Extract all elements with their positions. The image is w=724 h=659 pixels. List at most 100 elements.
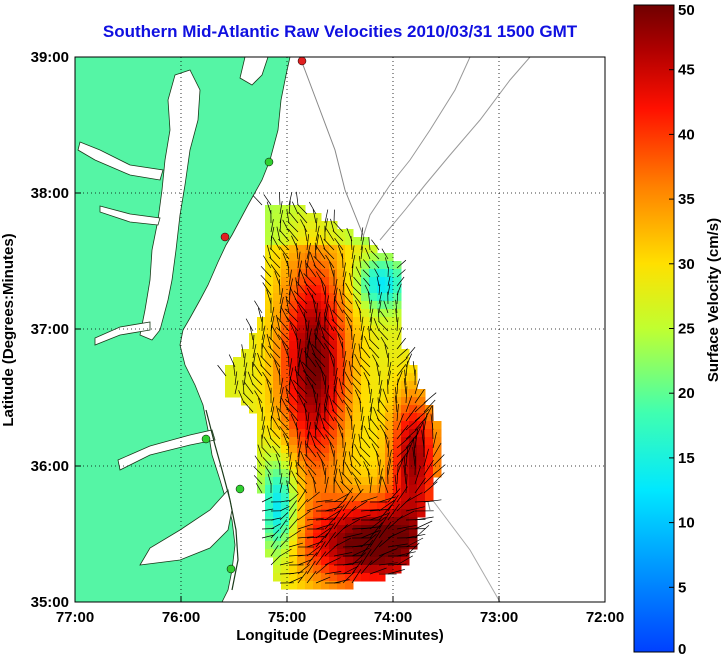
velocity-cell	[385, 413, 394, 422]
velocity-cell	[345, 429, 354, 438]
velocity-vector	[270, 545, 279, 557]
velocity-vector	[360, 325, 365, 341]
velocity-vector	[351, 543, 372, 548]
velocity-vector	[368, 428, 380, 440]
velocity-cell	[289, 229, 298, 238]
velocity-vector	[277, 334, 290, 350]
velocity-vector	[334, 237, 344, 251]
velocity-cell	[337, 365, 346, 374]
velocity-vector	[405, 361, 408, 377]
velocity-vector	[311, 294, 317, 314]
velocity-cell	[393, 285, 402, 294]
velocity-vector	[332, 309, 344, 323]
velocity-vector	[314, 421, 317, 440]
velocity-cell	[353, 485, 362, 494]
bathymetry-contour	[379, 57, 531, 241]
velocity-vector	[329, 305, 335, 323]
station-marker	[226, 564, 236, 574]
velocity-vector	[306, 552, 318, 566]
velocity-cell	[361, 517, 370, 526]
velocity-cell	[361, 365, 370, 374]
velocity-cell	[401, 509, 410, 518]
velocity-cell	[305, 397, 314, 406]
velocity-vector	[351, 500, 368, 512]
velocity-cell	[297, 509, 306, 518]
velocity-cell	[337, 461, 346, 470]
velocity-cell	[257, 325, 266, 334]
velocity-cell	[353, 453, 362, 462]
velocity-vector	[295, 472, 308, 485]
velocity-cell	[409, 373, 418, 382]
velocity-cell	[385, 301, 394, 310]
velocity-vector	[296, 462, 308, 476]
velocity-cell	[425, 405, 434, 414]
velocity-cell	[401, 469, 410, 478]
velocity-vector	[396, 497, 411, 512]
velocity-vector	[329, 261, 335, 278]
velocity-vector	[360, 316, 364, 332]
velocity-cell	[281, 205, 290, 214]
velocity-cell	[425, 445, 434, 454]
velocity-vector	[414, 415, 428, 431]
velocity-vector	[266, 379, 272, 395]
velocity-cell	[305, 573, 314, 582]
velocity-cell	[425, 469, 434, 478]
velocity-vector	[368, 326, 371, 341]
velocity-vector	[303, 311, 308, 332]
velocity-vector	[342, 292, 353, 305]
velocity-vector	[376, 276, 380, 287]
velocity-vector	[387, 283, 391, 296]
velocity-vector	[279, 191, 281, 206]
velocity-vector	[288, 192, 293, 206]
velocity-vector	[369, 398, 374, 413]
velocity-cell	[337, 565, 346, 574]
velocity-cell	[385, 549, 394, 558]
velocity-vector	[247, 371, 254, 386]
velocity-cell	[313, 397, 322, 406]
velocity-cell	[353, 365, 362, 374]
velocity-cell	[281, 213, 290, 222]
velocity-cell	[305, 421, 314, 430]
velocity-cell	[321, 221, 330, 230]
velocity-cell	[417, 437, 426, 446]
velocity-cell	[281, 229, 290, 238]
velocity-cell	[329, 301, 338, 310]
velocity-cell	[345, 445, 354, 454]
velocity-cell	[385, 269, 394, 278]
velocity-cell	[345, 565, 354, 574]
velocity-vector	[253, 195, 263, 206]
velocity-vector	[325, 254, 335, 269]
velocity-cell	[377, 261, 386, 270]
velocity-vector	[323, 238, 335, 251]
velocity-vector	[253, 475, 263, 485]
velocity-vector	[276, 405, 281, 422]
velocity-cell	[273, 445, 282, 454]
velocity-cell	[401, 493, 410, 502]
velocity-cell	[321, 421, 330, 430]
velocity-vector	[360, 334, 363, 350]
velocity-vector	[297, 558, 313, 566]
velocity-vector	[270, 523, 281, 530]
lon-tick-label: 76:00	[162, 609, 200, 626]
velocity-field	[225, 205, 442, 590]
velocity-cell	[417, 413, 426, 422]
velocity-vector	[324, 514, 338, 530]
velocity-vector	[307, 469, 317, 485]
velocity-cell	[321, 469, 330, 478]
velocity-cell	[257, 341, 266, 350]
velocity-vector	[295, 277, 299, 296]
velocity-vector	[263, 194, 272, 206]
velocity-cell	[345, 437, 354, 446]
velocity-cell	[353, 421, 362, 430]
velocity-cell	[297, 237, 306, 246]
velocity-vector	[351, 547, 370, 557]
map-title: Southern Mid-Atlantic Raw Velocities 201…	[102, 22, 578, 41]
velocity-cell	[321, 453, 330, 462]
velocity-vector	[351, 552, 367, 566]
velocity-cell	[401, 453, 410, 462]
velocity-vector	[342, 565, 359, 575]
velocity-cell	[385, 253, 394, 262]
velocity-vector	[363, 259, 371, 269]
velocity-cell	[273, 549, 282, 558]
velocity-cell	[265, 469, 274, 478]
